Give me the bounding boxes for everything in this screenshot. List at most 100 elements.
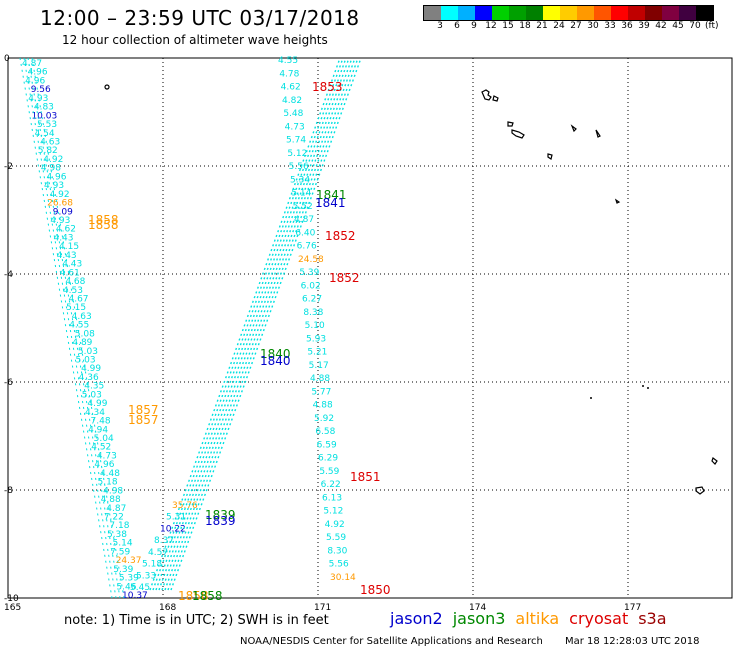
swh-value-left-track: 10.03 (31, 111, 57, 121)
swh-value-left-track: 4.98 (41, 164, 61, 174)
swh-track-band (158, 57, 350, 591)
swh-value-left-track: 5.82 (38, 146, 58, 156)
swh-value-right-track: 5.21 (307, 348, 327, 358)
latitude-tick-label: -10 (4, 594, 19, 604)
swh-value-left-track: 5.38 (107, 530, 127, 540)
color-scale-label: 12 (485, 21, 497, 31)
page-title: 12:00 – 23:59 UTC 03/17/2018 (40, 6, 360, 30)
color-scale-label: 18 (519, 21, 531, 31)
swh-track-band (19, 57, 113, 599)
pass-time-label: 1840 (260, 354, 291, 368)
longitude-tick-label: 168 (159, 603, 176, 613)
island-dot (647, 387, 649, 389)
island-dot (590, 397, 592, 399)
swh-value-right-track: 6.22 (321, 480, 341, 490)
swh-value-left-track: 4.92 (50, 190, 70, 200)
color-swatch (543, 6, 560, 20)
swh-value-right-track: 5.56 (329, 560, 349, 570)
swh-value-diagonal-track: 10.22 (160, 524, 186, 534)
color-swatch (424, 6, 441, 20)
latitude-tick-label: -2 (4, 162, 13, 172)
swh-value-right-track: 5.10 (305, 321, 325, 331)
swh-value-right-track: 24.58 (298, 255, 324, 265)
island-outline (695, 486, 705, 495)
island-outline (614, 198, 621, 204)
swh-value-left-track: 5.53 (37, 120, 57, 130)
color-swatch (645, 6, 662, 20)
swh-value-left-track: 5.39 (119, 574, 139, 584)
swh-value-left-track: 4.48 (100, 469, 120, 479)
color-scale-label: 9 (471, 21, 477, 31)
color-swatch (560, 6, 577, 20)
swh-value-left-track: 4.63 (72, 312, 92, 322)
swh-track-band (152, 57, 344, 591)
pass-time-label: 1840 (260, 347, 291, 361)
color-scale-label: 42 (655, 21, 667, 31)
swh-value-left-track: 4.88 (101, 495, 121, 505)
swh-value-left-track: 4.92 (43, 155, 63, 165)
color-scale-label: 39 (638, 21, 650, 31)
longitude-tick-label: 165 (4, 603, 21, 613)
swh-value-right-track: 6.27 (302, 295, 322, 305)
swh-value-left-track: 9.09 (53, 207, 73, 217)
swh-value-left-track: 4.96 (46, 172, 66, 182)
legend-item-s3a: s3a (638, 609, 667, 628)
latitude-tick-label: -6 (4, 378, 13, 388)
swh-value-left-track: 4.94 (88, 425, 108, 435)
swh-value-right-track: 5.93 (306, 334, 326, 344)
swh-value-left-track: 4.43 (53, 233, 73, 243)
credit-text: NOAA/NESDIS Center for Satellite Applica… (240, 636, 543, 647)
swh-value-left-track: 4.55 (69, 321, 89, 331)
swh-value-left-track: 5.03 (76, 356, 96, 366)
swh-value-right-track: 30.14 (330, 573, 356, 583)
color-swatch (492, 6, 509, 20)
color-scale-label: 15 (502, 21, 514, 31)
swh-track-band (170, 57, 362, 591)
latitude-tick-label: -4 (4, 270, 13, 280)
pass-time-label: 1852 (329, 271, 360, 285)
color-swatch (526, 6, 543, 20)
swh-value-left-track: 24.37 (116, 556, 142, 566)
swh-value-left-track: 4.96 (28, 68, 48, 78)
swh-value-right-track: 4.92 (325, 520, 345, 530)
color-swatch (594, 6, 611, 20)
swh-value-left-track: 5.08 (75, 329, 95, 339)
swh-value-left-track: 4.89 (72, 338, 92, 348)
legend-item-altika: altika (515, 609, 560, 628)
map-grid (8, 58, 732, 598)
swh-value-left-track: 4.35 (84, 382, 104, 392)
swh-value-diagonal-track: 35.76 (172, 501, 198, 511)
color-swatch (441, 6, 458, 20)
island-outline (104, 84, 110, 90)
swh-value-left-track: 4.36 (79, 373, 99, 383)
swh-value-diagonal-track: 5.33 (136, 571, 156, 581)
swh-value-left-track: 4.93 (50, 216, 70, 226)
island-outline (511, 129, 525, 139)
color-swatch (475, 6, 492, 20)
pass-time-label: 1852 (325, 229, 356, 243)
swh-track-band (149, 57, 341, 591)
pass-time-label: 1858 (192, 589, 223, 603)
swh-value-right-track: 5.34 (290, 175, 310, 185)
pass-time-label: 1857 (128, 403, 159, 417)
pass-time-label: 1858 (178, 589, 209, 603)
color-scale-bar (423, 5, 714, 21)
swh-value-left-track: 4.68 (65, 277, 85, 287)
longitude-tick-label: 177 (624, 603, 641, 613)
island-outline (492, 95, 499, 102)
swh-value-right-track: 8.30 (327, 546, 347, 556)
swh-value-left-track: 4.54 (35, 129, 55, 139)
pass-time-label: 1858 (88, 213, 119, 227)
island-outline (507, 121, 514, 127)
latitude-tick-label: 0 (4, 54, 10, 64)
swh-value-left-track: 7.59 (110, 547, 130, 557)
swh-value-left-track: 4.87 (106, 504, 126, 514)
swh-value-right-track: 6.59 (317, 440, 337, 450)
swh-value-right-track: 4.87 (294, 215, 314, 225)
color-scale-label: 36 (621, 21, 633, 31)
swh-value-left-track: 7.18 (109, 521, 129, 531)
swh-value-left-track: 4.52 (91, 443, 111, 453)
swh-value-right-track: 5.77 (311, 387, 331, 397)
swh-value-right-track: 5.56 (289, 162, 309, 172)
pass-time-label: 1839 (205, 514, 236, 528)
